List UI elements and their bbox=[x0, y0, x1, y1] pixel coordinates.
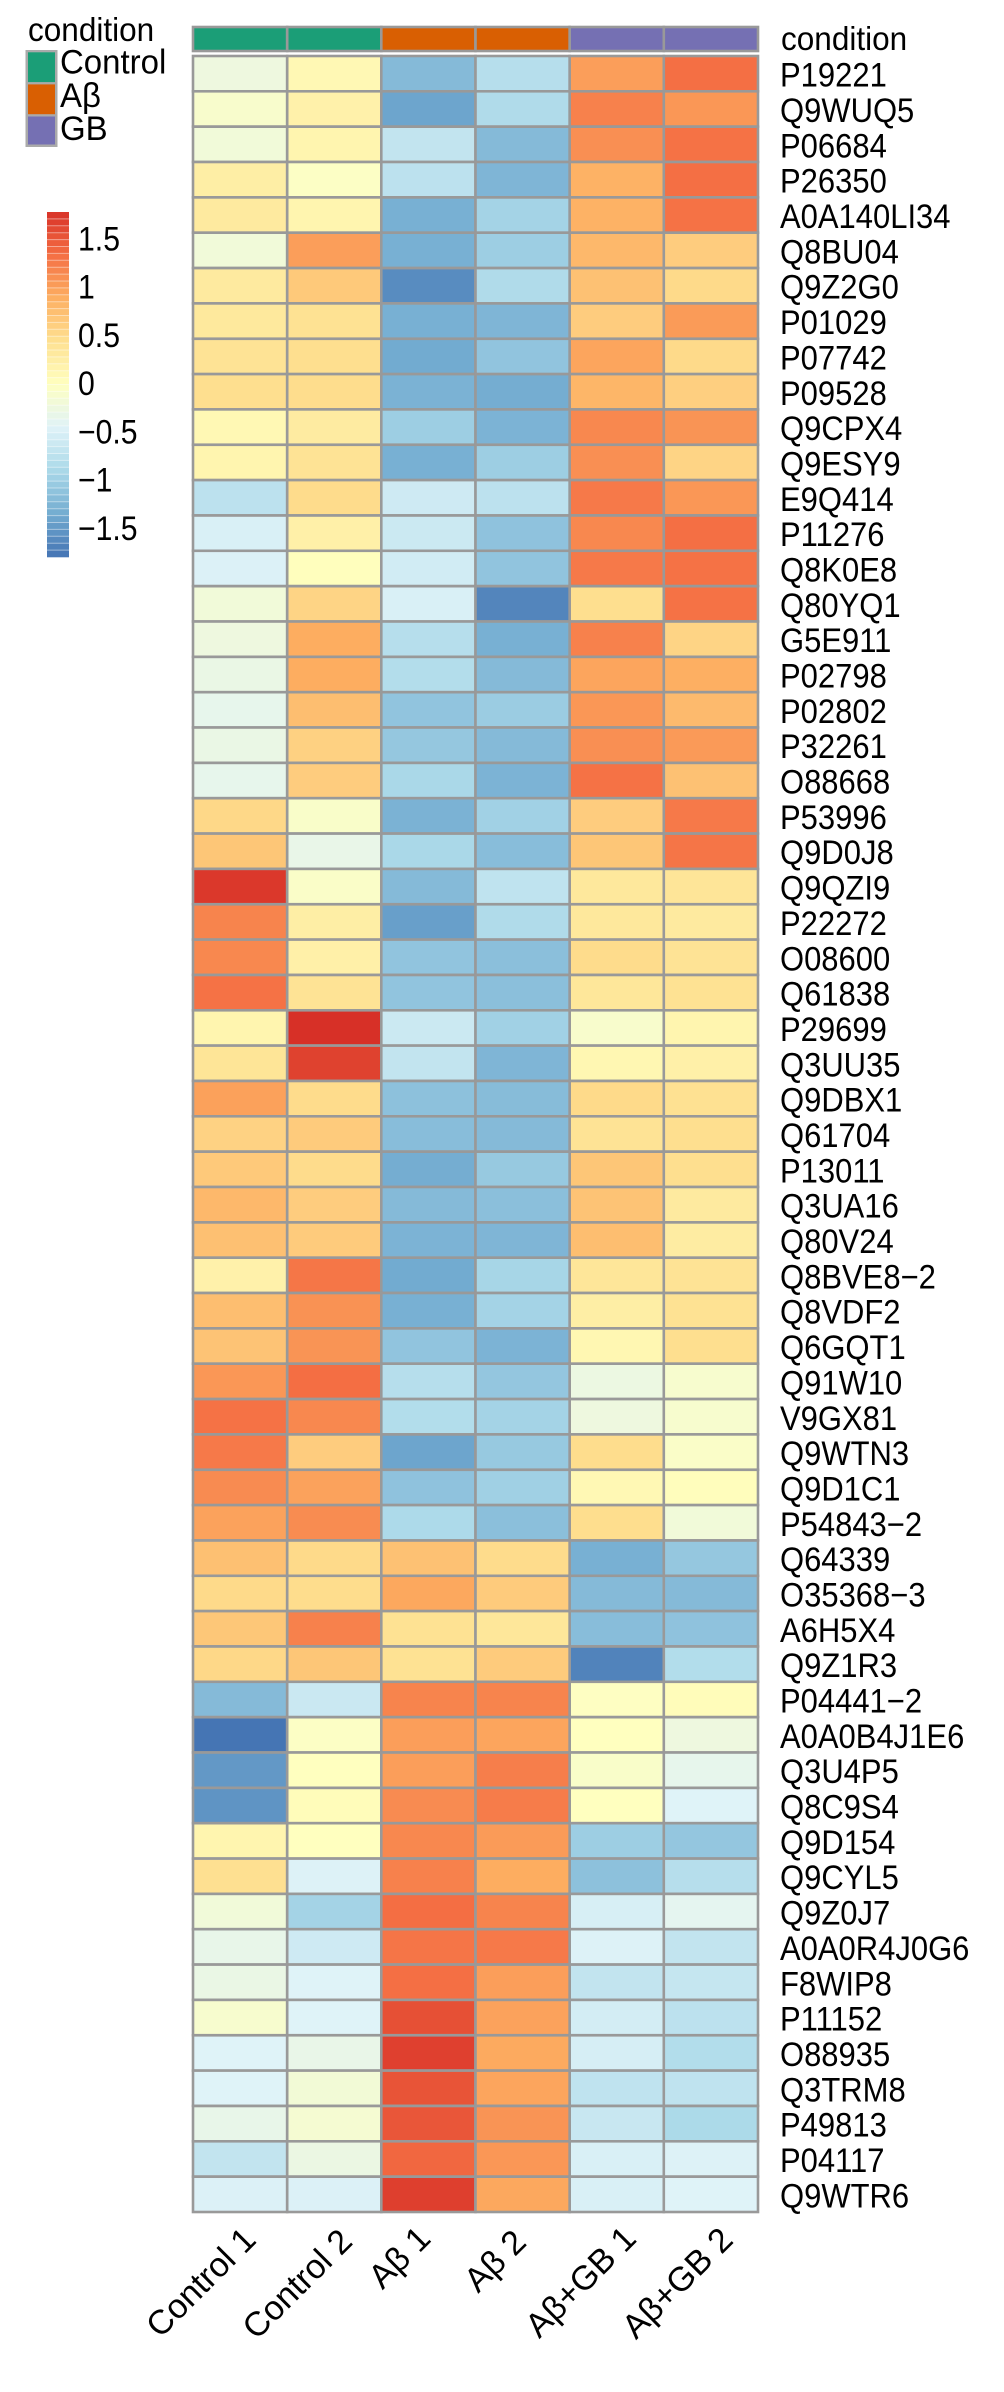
svg-text:O08600: O08600 bbox=[780, 940, 890, 978]
svg-text:Q9WTR6: Q9WTR6 bbox=[780, 2177, 909, 2215]
svg-text:Q9WUQ5: Q9WUQ5 bbox=[780, 92, 914, 130]
svg-text:−1: −1 bbox=[78, 462, 112, 500]
svg-text:−0.5: −0.5 bbox=[78, 413, 138, 451]
svg-text:O88935: O88935 bbox=[780, 2036, 890, 2074]
svg-text:Q6GQT1: Q6GQT1 bbox=[780, 1329, 906, 1367]
svg-text:Q9D0J8: Q9D0J8 bbox=[780, 834, 894, 872]
svg-text:P11152: P11152 bbox=[780, 2001, 882, 2039]
svg-text:P53996: P53996 bbox=[780, 799, 887, 837]
svg-text:Q8BU04: Q8BU04 bbox=[780, 233, 899, 271]
svg-text:condition: condition bbox=[28, 11, 154, 48]
svg-text:G5E911: G5E911 bbox=[780, 622, 891, 660]
svg-text:Q61704: Q61704 bbox=[780, 1117, 890, 1155]
svg-text:P04441−2: P04441−2 bbox=[780, 1683, 922, 1721]
svg-text:Q91W10: Q91W10 bbox=[780, 1364, 902, 1402]
svg-text:P04117: P04117 bbox=[780, 2142, 885, 2180]
svg-text:1.5: 1.5 bbox=[78, 220, 120, 258]
svg-text:E9Q414: E9Q414 bbox=[780, 481, 894, 519]
svg-text:Q3UA16: Q3UA16 bbox=[780, 1188, 899, 1226]
svg-text:P02798: P02798 bbox=[780, 658, 887, 696]
svg-text:P09528: P09528 bbox=[780, 375, 887, 413]
svg-text:Q9CYL5: Q9CYL5 bbox=[780, 1859, 899, 1897]
svg-text:Q9Z2G0: Q9Z2G0 bbox=[780, 269, 899, 307]
svg-text:0.5: 0.5 bbox=[78, 317, 120, 355]
svg-text:0: 0 bbox=[78, 365, 95, 403]
svg-text:Q9Z1R3: Q9Z1R3 bbox=[780, 1647, 897, 1685]
svg-text:A0A140LI34: A0A140LI34 bbox=[780, 198, 951, 236]
svg-text:O35368−3: O35368−3 bbox=[780, 1577, 926, 1615]
svg-text:A6H5X4: A6H5X4 bbox=[780, 1612, 895, 1650]
svg-text:Q61838: Q61838 bbox=[780, 976, 890, 1014]
svg-text:Q9QZI9: Q9QZI9 bbox=[780, 870, 890, 908]
svg-text:P29699: P29699 bbox=[780, 1011, 887, 1049]
svg-text:P22272: P22272 bbox=[780, 905, 887, 943]
svg-text:Q9DBX1: Q9DBX1 bbox=[780, 1082, 902, 1120]
svg-text:P02802: P02802 bbox=[780, 693, 887, 731]
svg-text:F8WIP8: F8WIP8 bbox=[780, 1965, 892, 2003]
svg-text:P06684: P06684 bbox=[780, 127, 887, 165]
svg-text:V9GX81: V9GX81 bbox=[780, 1400, 897, 1438]
svg-text:Q9D154: Q9D154 bbox=[780, 1824, 895, 1862]
svg-text:P11276: P11276 bbox=[780, 516, 885, 554]
svg-text:condition: condition bbox=[781, 20, 907, 57]
svg-text:Q3TRM8: Q3TRM8 bbox=[780, 2071, 906, 2109]
svg-text:P54843−2: P54843−2 bbox=[780, 1506, 922, 1544]
svg-text:A0A0B4J1E6: A0A0B4J1E6 bbox=[780, 1718, 964, 1756]
svg-text:GB: GB bbox=[60, 110, 108, 148]
svg-text:1: 1 bbox=[78, 269, 95, 307]
svg-text:Q9D1C1: Q9D1C1 bbox=[780, 1470, 901, 1508]
svg-text:P49813: P49813 bbox=[780, 2107, 887, 2145]
svg-text:Q9ESY9: Q9ESY9 bbox=[780, 446, 901, 484]
svg-text:Q9Z0J7: Q9Z0J7 bbox=[780, 1895, 890, 1933]
svg-text:Control: Control bbox=[60, 44, 166, 82]
svg-text:Q3U4P5: Q3U4P5 bbox=[780, 1753, 899, 1791]
svg-text:Q9WTN3: Q9WTN3 bbox=[780, 1435, 909, 1473]
svg-text:P19221: P19221 bbox=[780, 57, 887, 95]
svg-text:Q8C9S4: Q8C9S4 bbox=[780, 1789, 899, 1827]
svg-text:Q80V24: Q80V24 bbox=[780, 1223, 894, 1261]
svg-text:Q80YQ1: Q80YQ1 bbox=[780, 587, 901, 625]
svg-text:Q8K0E8: Q8K0E8 bbox=[780, 552, 897, 590]
svg-text:−1.5: −1.5 bbox=[78, 510, 138, 548]
svg-text:A0A0R4J0G6: A0A0R4J0G6 bbox=[780, 1930, 969, 1968]
svg-text:Aβ: Aβ bbox=[60, 77, 101, 115]
svg-text:Q8VDF2: Q8VDF2 bbox=[780, 1294, 901, 1332]
svg-text:P32261: P32261 bbox=[780, 728, 887, 766]
svg-text:Q8BVE8−2: Q8BVE8−2 bbox=[780, 1258, 936, 1296]
svg-text:Q9CPX4: Q9CPX4 bbox=[780, 410, 902, 448]
svg-text:O88668: O88668 bbox=[780, 764, 890, 802]
svg-text:Q64339: Q64339 bbox=[780, 1541, 890, 1579]
svg-text:P13011: P13011 bbox=[780, 1152, 885, 1190]
svg-text:P07742: P07742 bbox=[780, 339, 887, 377]
svg-text:P01029: P01029 bbox=[780, 304, 887, 342]
svg-text:Q3UU35: Q3UU35 bbox=[780, 1046, 901, 1084]
svg-text:P26350: P26350 bbox=[780, 163, 887, 201]
